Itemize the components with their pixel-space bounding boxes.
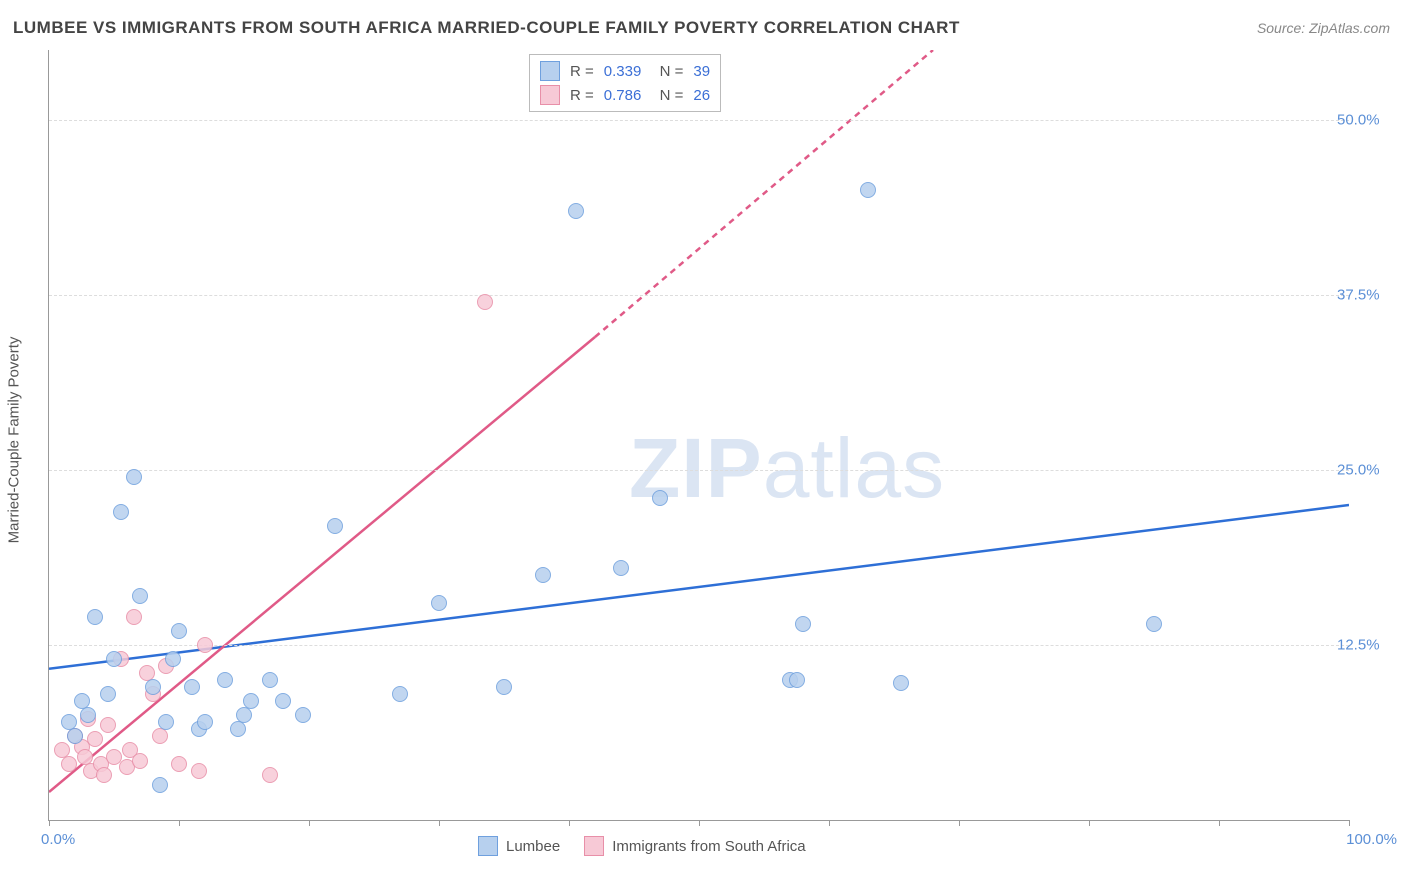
data-point-a	[262, 672, 278, 688]
data-point-b	[96, 767, 112, 783]
legend-label-b: Immigrants from South Africa	[612, 838, 805, 855]
legend-item-b: Immigrants from South Africa	[584, 836, 805, 856]
data-point-a	[197, 714, 213, 730]
data-point-b	[87, 731, 103, 747]
x-tick	[569, 820, 570, 826]
legend-row-b: R = 0.786 N = 26	[540, 83, 710, 107]
legend-swatch-a	[540, 61, 560, 81]
data-point-a	[243, 693, 259, 709]
legend-item-a: Lumbee	[478, 836, 560, 856]
legend-row-a: R = 0.339 N = 39	[540, 59, 710, 83]
legend-n-b: 26	[693, 87, 710, 104]
gridline	[49, 645, 1349, 646]
data-point-a	[67, 728, 83, 744]
x-tick	[439, 820, 440, 826]
data-point-a	[80, 707, 96, 723]
x-tick	[309, 820, 310, 826]
x-tick	[699, 820, 700, 826]
data-point-a	[158, 714, 174, 730]
gridline	[49, 120, 1349, 121]
y-tick-label: 37.5%	[1337, 287, 1397, 304]
series-legend: Lumbee Immigrants from South Africa	[478, 836, 806, 856]
data-point-a	[860, 182, 876, 198]
x-axis-max-label: 100.0%	[1346, 831, 1397, 848]
data-point-a	[795, 616, 811, 632]
watermark-bold: ZIP	[629, 421, 763, 515]
data-point-b	[100, 717, 116, 733]
gridline	[49, 295, 1349, 296]
data-point-a	[184, 679, 200, 695]
y-tick-label: 12.5%	[1337, 637, 1397, 654]
legend-r-b: 0.786	[604, 87, 642, 104]
x-tick	[1219, 820, 1220, 826]
plot-container: Married-Couple Family Poverty ZIPatlas R…	[48, 50, 1388, 830]
data-point-a	[165, 651, 181, 667]
data-point-a	[1146, 616, 1162, 632]
x-tick	[179, 820, 180, 826]
legend-n-label: N =	[651, 87, 683, 104]
data-point-b	[197, 637, 213, 653]
x-tick	[1349, 820, 1350, 826]
data-point-b	[61, 756, 77, 772]
y-tick-label: 50.0%	[1337, 112, 1397, 129]
data-point-b	[262, 767, 278, 783]
data-point-b	[477, 294, 493, 310]
legend-n-a: 39	[693, 63, 710, 80]
trend-line	[49, 337, 595, 792]
data-point-a	[87, 609, 103, 625]
data-point-a	[431, 595, 447, 611]
data-point-a	[568, 203, 584, 219]
source-label: Source: ZipAtlas.com	[1257, 20, 1390, 36]
data-point-a	[789, 672, 805, 688]
x-tick	[49, 820, 50, 826]
x-axis-min-label: 0.0%	[41, 831, 75, 848]
data-point-a	[613, 560, 629, 576]
data-point-a	[652, 490, 668, 506]
data-point-a	[496, 679, 512, 695]
legend-r-a: 0.339	[604, 63, 642, 80]
data-point-a	[145, 679, 161, 695]
gridline	[49, 470, 1349, 471]
x-tick	[829, 820, 830, 826]
data-point-b	[171, 756, 187, 772]
x-tick	[1089, 820, 1090, 826]
x-tick	[959, 820, 960, 826]
legend-swatch-a2	[478, 836, 498, 856]
watermark: ZIPatlas	[629, 420, 945, 517]
legend-r-label: R =	[570, 87, 594, 104]
chart-title: LUMBEE VS IMMIGRANTS FROM SOUTH AFRICA M…	[13, 18, 960, 38]
data-point-a	[171, 623, 187, 639]
data-point-a	[132, 588, 148, 604]
data-point-a	[217, 672, 233, 688]
data-point-a	[327, 518, 343, 534]
data-point-a	[152, 777, 168, 793]
data-point-b	[132, 753, 148, 769]
data-point-a	[126, 469, 142, 485]
legend-n-label: N =	[651, 63, 683, 80]
data-point-a	[275, 693, 291, 709]
data-point-a	[236, 707, 252, 723]
data-point-b	[191, 763, 207, 779]
data-point-a	[113, 504, 129, 520]
data-point-a	[893, 675, 909, 691]
legend-swatch-b2	[584, 836, 604, 856]
data-point-a	[535, 567, 551, 583]
y-tick-label: 25.0%	[1337, 462, 1397, 479]
data-point-a	[392, 686, 408, 702]
plot-area: ZIPatlas R = 0.339 N = 39 R = 0.786 N = …	[48, 50, 1349, 821]
data-point-a	[100, 686, 116, 702]
legend-label-a: Lumbee	[506, 838, 560, 855]
legend-swatch-b	[540, 85, 560, 105]
data-point-a	[106, 651, 122, 667]
data-point-b	[126, 609, 142, 625]
correlation-legend: R = 0.339 N = 39 R = 0.786 N = 26	[529, 54, 721, 112]
data-point-a	[230, 721, 246, 737]
legend-r-label: R =	[570, 63, 594, 80]
data-point-b	[152, 728, 168, 744]
y-axis-title: Married-Couple Family Poverty	[6, 337, 23, 544]
watermark-light: atlas	[763, 421, 945, 515]
data-point-a	[295, 707, 311, 723]
